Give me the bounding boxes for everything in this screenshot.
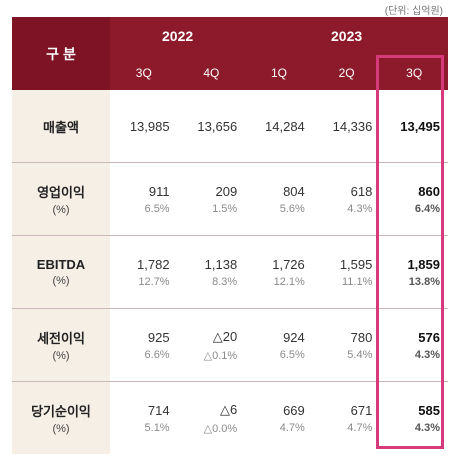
- header-gubun: 구 분: [12, 17, 110, 90]
- table-cell: 804 5.6%: [245, 162, 313, 236]
- row-label-name: EBITDA: [36, 257, 86, 272]
- cell-percent: 13.8%: [408, 275, 440, 288]
- cell-value: 585: [418, 402, 440, 418]
- row-label: 세전이익 (%): [12, 308, 110, 382]
- row-label-sub: (%): [52, 350, 70, 362]
- cell-value: 1,782: [137, 256, 170, 272]
- cell-value: 209: [215, 183, 238, 199]
- cell-value: 911: [148, 183, 170, 199]
- cell-percent: 5.1%: [144, 421, 170, 434]
- cell-percent: 1.5%: [212, 202, 238, 215]
- row-label-name: 매출액: [43, 119, 79, 135]
- cell-value: 13,985: [129, 118, 170, 134]
- table-cell: 1,726 12.1%: [245, 235, 313, 309]
- cell-value: 14,336: [332, 118, 373, 134]
- table-cell: 924 6.5%: [245, 308, 313, 382]
- table-cell: 14,284: [245, 90, 313, 163]
- table-cell: 780 5.4%: [312, 308, 381, 382]
- cell-percent: 4.3%: [414, 421, 440, 434]
- table-cell: 911 6.5%: [110, 162, 178, 236]
- cell-percent: △0.0%: [203, 422, 238, 435]
- cell-value: 1,138: [204, 256, 238, 272]
- cell-percent: 4.3%: [414, 348, 440, 361]
- cell-value: 576: [418, 329, 440, 345]
- cell-value: 669: [283, 402, 305, 418]
- header-quarter: 2Q: [312, 55, 381, 90]
- cell-value: △20: [212, 328, 238, 344]
- cell-percent: 11.1%: [342, 275, 373, 288]
- cell-value: 860: [418, 183, 440, 199]
- cell-value: 14,284: [265, 118, 305, 134]
- table-row-pretax-profit: 세전이익 (%) 925 6.6% △20 △0.1% 924 6.5% 780 5.4…: [12, 308, 448, 382]
- cell-value: 1,595: [339, 256, 373, 272]
- unit-note: (단위: 십억원): [384, 6, 443, 17]
- table-cell: 1,782 12.7%: [110, 235, 178, 309]
- header-year-2022: 2022: [110, 17, 246, 55]
- header-quarter: 3Q: [110, 55, 178, 90]
- cell-value: 1,859: [407, 256, 440, 272]
- row-label-name: 세전이익: [37, 331, 85, 346]
- table-row-net-income: 당기순이익 (%) 714 5.1% △6 △0.0% 669 4.7% 671 4.7…: [12, 381, 448, 454]
- table-cell: 13,656: [177, 90, 246, 163]
- cell-value: 1,726: [272, 256, 305, 272]
- cell-percent: 4.3%: [347, 202, 373, 215]
- cell-percent: 12.7%: [138, 275, 170, 288]
- header-quarter: 4Q: [177, 55, 246, 90]
- table-row-ebitda: EBITDA (%) 1,782 12.7% 1,138 8.3% 1,726 12.…: [12, 235, 448, 309]
- financial-table: 구 분 2022 2023 3Q 4Q 1Q 2Q 3Q 매출액 13,985 …: [12, 17, 448, 454]
- table-cell-highlighted: 585 4.3%: [380, 381, 448, 454]
- table-cell: △6 △0.0%: [177, 381, 246, 454]
- cell-percent: △0.1%: [203, 349, 238, 362]
- row-label-name: 영업이익: [37, 185, 85, 200]
- header-year-2023: 2023: [245, 17, 448, 55]
- cell-value: 804: [283, 183, 305, 199]
- cell-value: 618: [350, 183, 373, 199]
- cell-percent: 4.7%: [279, 421, 305, 434]
- table-cell: 669 4.7%: [245, 381, 313, 454]
- table-cell: 671 4.7%: [312, 381, 381, 454]
- table-cell: △20 △0.1%: [177, 308, 246, 382]
- table-cell: 714 5.1%: [110, 381, 178, 454]
- cell-percent: 8.3%: [212, 275, 238, 288]
- cell-percent: 5.4%: [347, 348, 373, 361]
- table-cell: 925 6.6%: [110, 308, 178, 382]
- row-label-name: 당기순이익: [31, 404, 91, 419]
- table-cell: 13,985: [110, 90, 178, 163]
- row-label: EBITDA (%): [12, 235, 110, 309]
- row-label-sub: (%): [52, 423, 70, 435]
- cell-percent: 6.5%: [279, 348, 305, 361]
- cell-value: 714: [147, 402, 170, 418]
- cell-value: 671: [350, 402, 373, 418]
- cell-value: 925: [147, 329, 170, 345]
- row-label: 당기순이익 (%): [12, 381, 110, 454]
- cell-value: 13,656: [197, 118, 238, 134]
- table-cell: 209 1.5%: [177, 162, 246, 236]
- row-label: 매출액: [12, 90, 110, 163]
- cell-percent: 6.5%: [144, 202, 170, 215]
- table-cell: 618 4.3%: [312, 162, 381, 236]
- row-label-sub: (%): [52, 204, 70, 216]
- table-cell: 1,595 11.1%: [312, 235, 381, 309]
- table-row-revenue: 매출액 13,985 13,656 14,284 14,336 13,495: [12, 90, 448, 163]
- cell-percent: 6.6%: [144, 348, 170, 361]
- table-cell-highlighted: 860 6.4%: [380, 162, 448, 236]
- row-label-sub: (%): [52, 275, 70, 287]
- cell-percent: 4.7%: [347, 421, 373, 434]
- table-cell: 1,138 8.3%: [177, 235, 246, 309]
- row-label: 영업이익 (%): [12, 162, 110, 236]
- cell-value: 13,495: [400, 118, 440, 134]
- header-quarter: 3Q: [380, 55, 448, 90]
- cell-percent: 5.6%: [279, 202, 305, 215]
- cell-percent: 12.1%: [273, 275, 305, 288]
- cell-value: 924: [283, 329, 305, 345]
- table-cell-highlighted: 13,495: [380, 90, 448, 163]
- table-cell-highlighted: 1,859 13.8%: [380, 235, 448, 309]
- cell-percent: 6.4%: [414, 202, 440, 215]
- cell-value: △6: [219, 401, 238, 417]
- table-cell: 14,336: [312, 90, 381, 163]
- header-quarter: 1Q: [245, 55, 313, 90]
- cell-value: 780: [350, 329, 373, 345]
- table-row-operating-profit: 영업이익 (%) 911 6.5% 209 1.5% 804 5.6% 618 4.3%…: [12, 162, 448, 236]
- table-cell-highlighted: 576 4.3%: [380, 308, 448, 382]
